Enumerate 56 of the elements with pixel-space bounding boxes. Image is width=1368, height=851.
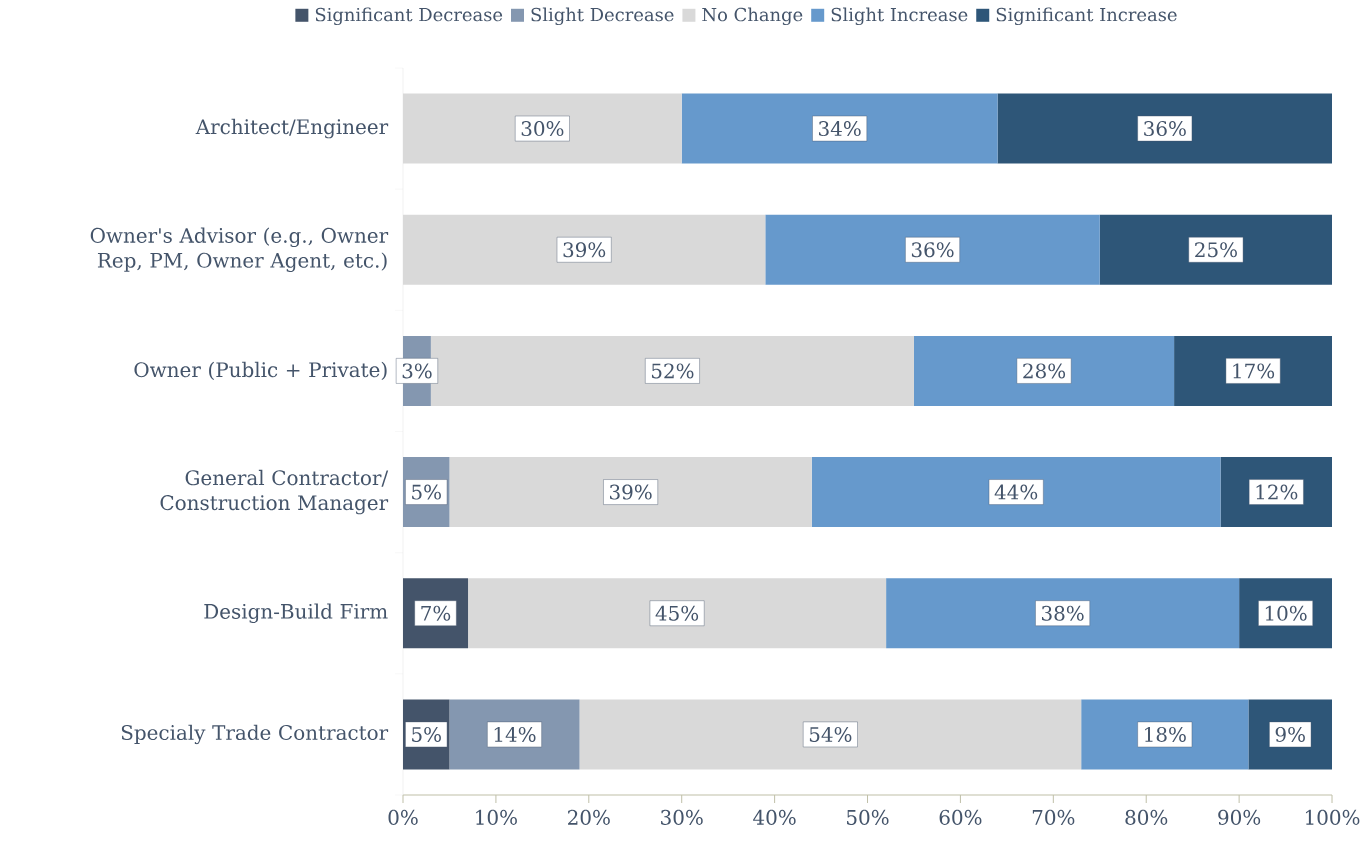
bar [886,578,1240,649]
data-label: 5% [412,484,441,500]
data-label: 25% [1195,242,1237,258]
data-label: 18% [1145,726,1186,742]
x-tick-label: 70% [1032,809,1075,825]
data-label: 36% [911,242,954,258]
x-tick-label: 40% [753,809,796,825]
y-tick-label: Architect/Engineer [195,118,389,139]
x-tick-label: 100% [1305,809,1360,825]
legend-label: Significant Increase [996,7,1177,26]
y-tick-label: Owner (Public + Private) [134,361,387,381]
x-tick-label: 80% [1125,809,1168,825]
data-label: 14% [494,726,536,742]
data-label: 10% [1265,605,1307,621]
data-label: 39% [610,484,652,500]
y-tick-label: General Contractor/ Construction Manager [160,469,389,515]
data-label: 3% [402,363,432,379]
y-tick-label: Specialy Trade Contractor [121,724,389,745]
bar [430,335,914,406]
bar [681,93,998,164]
data-label: 36% [1144,121,1186,137]
legend-label: Slight Increase [831,7,968,26]
legend-label: No Change [702,7,803,26]
data-label: 39% [563,242,606,258]
bar [811,457,1221,528]
y-tick-label: Owner's Advisor (e.g., Owner Rep, PM, Owner Agent, etc.) [90,227,389,272]
data-label: 38% [1041,605,1084,621]
data-label: 17% [1233,363,1275,379]
y-tick-label: Design-Build Firm [204,603,388,624]
data-label: 45% [655,605,699,621]
bar [765,214,1100,285]
legend-label: Significant Decrease [315,7,503,26]
x-tick-label: 0% [388,809,418,825]
x-tick-label: 50% [847,809,889,825]
data-label: 54% [809,726,852,742]
x-tick-label: 30% [661,809,703,825]
data-label: 28% [1023,363,1066,379]
bar [468,578,887,649]
x-tick-label: 20% [568,809,610,825]
bar [997,93,1333,164]
data-label: 34% [819,121,861,137]
x-tick-label: 10% [476,809,517,825]
bar [1099,214,1333,285]
data-label: 5% [412,726,441,742]
bar [913,335,1175,406]
x-tick-label: 60% [939,809,982,825]
bar [579,699,1082,770]
data-label: 12% [1256,484,1298,500]
x-tick-label: 90% [1218,809,1261,825]
data-label: 30% [521,121,564,137]
data-label: 44% [994,484,1038,500]
legend-label: Slight Decrease [531,7,674,26]
data-label: 7% [421,605,451,621]
data-label: 52% [651,363,694,379]
data-label: 9% [1275,726,1305,742]
bar [449,457,812,528]
